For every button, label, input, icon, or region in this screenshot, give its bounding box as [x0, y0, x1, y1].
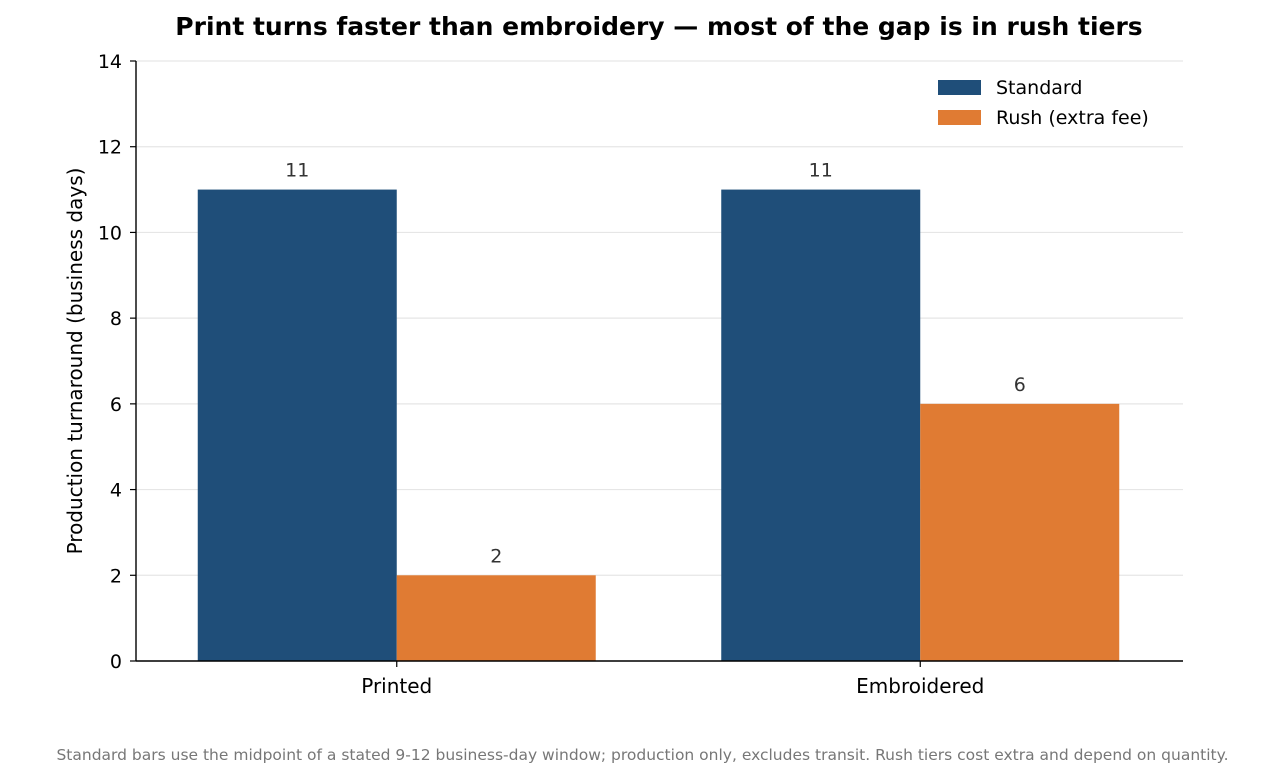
legend: Standard Rush (extra fee): [938, 77, 1149, 129]
y-tick-label: 14: [98, 51, 122, 73]
bar-printed-standard: [197, 189, 397, 662]
bar-embroidered-standard: [721, 189, 921, 662]
bar-embroidered-rush: [920, 403, 1120, 661]
y-tick-label: 8: [110, 308, 122, 330]
footnote: Standard bars use the midpoint of a stat…: [56, 746, 1229, 764]
chart-title: Print turns faster than embroidery — mos…: [175, 12, 1142, 41]
legend-swatch: [938, 80, 981, 95]
legend-swatch: [938, 110, 981, 125]
x-tick-label: Embroidered: [856, 674, 984, 698]
y-tick-label: 4: [110, 480, 122, 502]
bar-printed-rush: [396, 575, 596, 661]
y-axis-label: Production turnaround (business days): [63, 168, 87, 555]
bar-value-label: 11: [809, 160, 833, 182]
x-tick-label: Printed: [361, 674, 432, 698]
bar-value-label: 11: [285, 160, 309, 182]
y-tick-label: 12: [98, 137, 122, 159]
axes: 0 2 4 6 8 10 12 14 Printed Embroidered: [98, 51, 1183, 698]
legend-label: Rush (extra fee): [996, 107, 1149, 129]
bar-value-label: 2: [490, 545, 502, 567]
y-tick-label: 10: [98, 222, 122, 244]
y-tick-label: 6: [110, 394, 122, 416]
y-tick-label: 2: [110, 565, 122, 587]
y-tick-label: 0: [110, 651, 122, 673]
bar-value-label: 6: [1014, 374, 1026, 396]
data-labels: 11 2 11 6: [285, 160, 1026, 568]
legend-label: Standard: [996, 77, 1082, 99]
bars: [197, 189, 1120, 662]
